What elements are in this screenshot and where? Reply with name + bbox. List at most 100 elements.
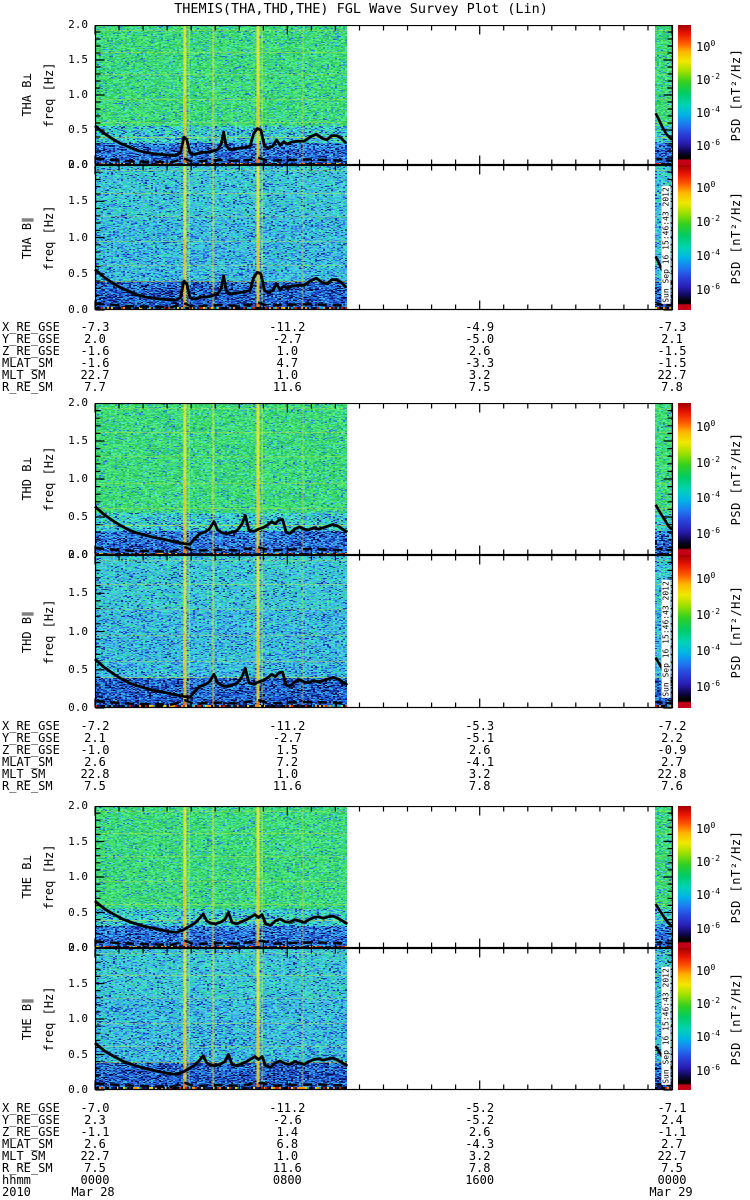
ephemeris-value: -7.0 bbox=[80, 1101, 110, 1115]
ephemeris-row-label: Z_RE_GSE bbox=[2, 344, 60, 358]
ephemeris-value: -5.1 bbox=[465, 731, 495, 745]
ephemeris-value: -1.1 bbox=[80, 1125, 110, 1139]
ephemeris-value: -1.6 bbox=[80, 356, 110, 370]
date-label: Mar 28 bbox=[71, 1185, 115, 1199]
tha-bperp-spectrogram-strip bbox=[655, 25, 672, 165]
ephemeris-value: 2.3 bbox=[84, 1113, 106, 1127]
tha-bpar-ylabel: THA B∥ bbox=[20, 216, 34, 259]
ephemeris-value: 7.5 bbox=[84, 1161, 106, 1175]
ephemeris-row-label: MLT_SM bbox=[2, 767, 46, 781]
freq-axis-label: freq [Hz] bbox=[42, 204, 56, 271]
ephemeris-value: 3.2 bbox=[468, 767, 491, 781]
freq-tick-label: 1.5 bbox=[68, 834, 88, 848]
freq-tick-label: 2.0 bbox=[68, 396, 88, 409]
hour-tick-label: 0800 bbox=[272, 1173, 302, 1187]
tha-bpar-spectrogram bbox=[95, 165, 347, 310]
ephemeris-row-label: Y_RE_GSE bbox=[2, 731, 60, 745]
freq-tick-label: 1.5 bbox=[68, 194, 88, 208]
ephemeris-value: 2.1 bbox=[84, 731, 106, 745]
ephemeris-value: 22.7 bbox=[80, 368, 110, 382]
colorbar-psd-label: PSD [nT²/Hz] bbox=[729, 830, 743, 924]
ephemeris-value: 7.8 bbox=[661, 380, 683, 394]
ephemeris-value: 1.0 bbox=[276, 1149, 299, 1163]
colorbar-tick-label: 10-4 bbox=[696, 248, 721, 264]
ephemeris-value: -7.3 bbox=[657, 320, 687, 334]
colorbar-tick-label: 10-6 bbox=[696, 679, 721, 695]
ephemeris-value: -5.3 bbox=[465, 719, 495, 733]
thd-bperp-ylabel: THD B⊥ bbox=[20, 457, 34, 501]
freq-tick-label: 0.5 bbox=[68, 662, 88, 676]
freq-tick-label: 1.0 bbox=[68, 1012, 88, 1025]
ephemeris-value: 11.6 bbox=[272, 380, 302, 394]
colorbar-tick-label: 10-2 bbox=[696, 72, 721, 88]
freq-tick-label: 1.5 bbox=[68, 976, 88, 990]
ephemeris-value: 2.4 bbox=[661, 1113, 683, 1127]
colorbar-tick-label: 100 bbox=[696, 180, 716, 196]
thd-bperp-spectrogram-strip bbox=[655, 403, 672, 555]
ephemeris-value: -2.6 bbox=[272, 1113, 302, 1127]
colorbar-tick-label: 10-2 bbox=[696, 454, 721, 470]
colorbar-tick-label: 100 bbox=[696, 419, 716, 435]
year-label: 2010 bbox=[2, 1185, 31, 1199]
ephemeris-value: -3.3 bbox=[465, 356, 495, 370]
ephemeris-value: 11.6 bbox=[272, 779, 302, 793]
ephemeris-row-label: MLT_SM bbox=[2, 368, 46, 382]
freq-tick-label: 0.5 bbox=[68, 1047, 88, 1061]
ephemeris-value: 1.0 bbox=[276, 344, 299, 358]
colorbar-tick-label: 10-4 bbox=[696, 1029, 721, 1045]
freq-tick-label: 0.5 bbox=[68, 510, 88, 523]
freq-tick-label: 2.0 bbox=[68, 799, 88, 812]
freq-tick-label: 1.0 bbox=[68, 624, 88, 638]
colorbar-psd-label: PSD [nT²/Hz] bbox=[729, 585, 743, 678]
colorbar-tick-label: 10-6 bbox=[696, 1062, 721, 1078]
freq-tick-label: 0.5 bbox=[68, 123, 88, 136]
colorbar-tick-label: 10-6 bbox=[696, 920, 721, 936]
ephemeris-value: 22.7 bbox=[657, 368, 687, 382]
ephemeris-value: 1.4 bbox=[276, 1125, 299, 1139]
render-timestamp: Sun Sep 16 15:46:43 2012 bbox=[661, 185, 671, 304]
ephemeris-value: -2.7 bbox=[272, 332, 302, 346]
ephemeris-value: -2.7 bbox=[272, 731, 302, 745]
colorbar-tick-label: 10-4 bbox=[696, 887, 721, 903]
ephemeris-value: 7.5 bbox=[84, 779, 106, 793]
colorbar-tick-label: 10-2 bbox=[696, 995, 721, 1011]
ephemeris-row-label: R_RE_SM bbox=[2, 1161, 53, 1175]
the-bperp-ylabel: THE B⊥ bbox=[20, 855, 34, 899]
ephemeris-value: -0.9 bbox=[657, 743, 687, 757]
ephemeris-value: 2.7 bbox=[661, 755, 683, 769]
thd-bpar-colorbar bbox=[678, 555, 691, 708]
ephemeris-value: 7.2 bbox=[276, 755, 299, 769]
ephemeris-row-label: Y_RE_GSE bbox=[2, 332, 60, 346]
hour-tick-label: 0000 bbox=[657, 1173, 687, 1187]
plot-title: THEMIS(THA,THD,THE) FGL Wave Survey Plot… bbox=[174, 1, 548, 17]
ephemeris-row-label: X_RE_GSE bbox=[2, 1101, 60, 1115]
thd-bpar-spectrogram bbox=[95, 555, 347, 708]
ephemeris-row-label: MLT_SM bbox=[2, 1149, 46, 1163]
ephemeris-value: 1.0 bbox=[276, 368, 299, 382]
ephemeris-value: 7.7 bbox=[84, 380, 106, 394]
ephemeris-value: -1.1 bbox=[657, 1125, 687, 1139]
colorbar-psd-label: PSD [nT²/Hz] bbox=[729, 191, 743, 284]
freq-tick-label: 2.0 bbox=[68, 941, 88, 954]
colorbar-psd-label: PSD [nT²/Hz] bbox=[729, 972, 743, 1066]
ephemeris-value: 22.8 bbox=[657, 767, 687, 781]
tha-bpar-colorbar bbox=[678, 165, 691, 310]
ephemeris-value: 2.6 bbox=[84, 755, 106, 769]
tha-bperp-ylabel: THA B⊥ bbox=[20, 73, 34, 117]
freq-tick-label: 1.0 bbox=[68, 88, 88, 101]
colorbar-tick-label: 10-4 bbox=[696, 490, 721, 506]
freq-axis-label: freq [Hz] bbox=[42, 446, 56, 512]
freq-tick-label: 0.0 bbox=[68, 941, 88, 954]
ephemeris-value: -1.0 bbox=[80, 743, 110, 757]
ephemeris-value: 3.2 bbox=[468, 1149, 491, 1163]
ephemeris-value: -4.9 bbox=[465, 320, 495, 334]
freq-tick-label: 1.0 bbox=[68, 870, 88, 883]
render-timestamp: Sun Sep 16 15:46:43 2012 bbox=[661, 967, 671, 1085]
freq-tick-label: 0.0 bbox=[68, 1083, 88, 1096]
hhmm-axis-label: hhmm bbox=[2, 1173, 31, 1187]
ephemeris-value: 1.5 bbox=[276, 743, 299, 757]
colorbar-tick-label: 10-6 bbox=[696, 282, 721, 298]
ephemeris-value: 22.8 bbox=[80, 767, 110, 781]
ephemeris-value: 2.7 bbox=[661, 1137, 683, 1151]
freq-axis-label: freq [Hz] bbox=[42, 62, 56, 128]
